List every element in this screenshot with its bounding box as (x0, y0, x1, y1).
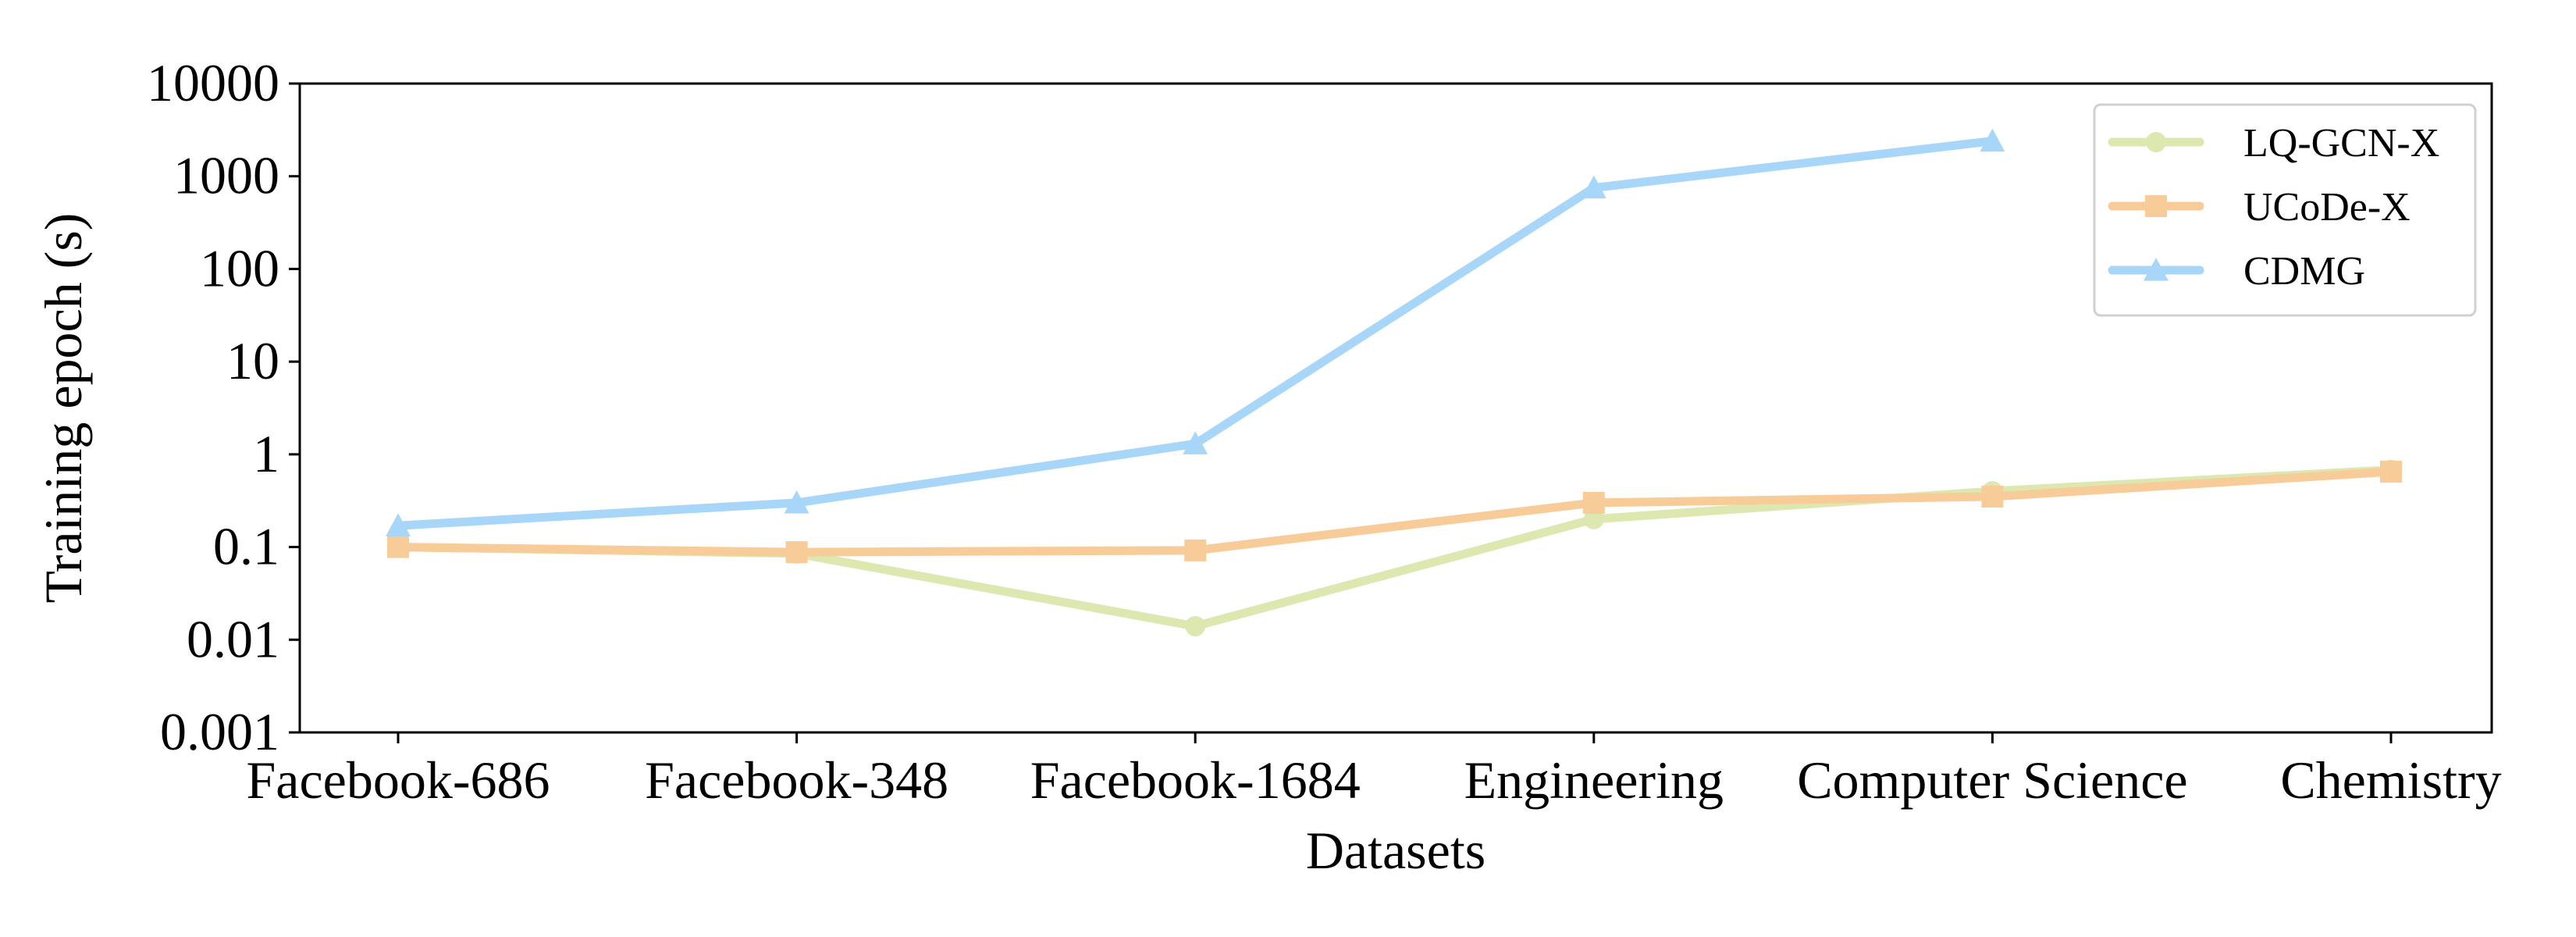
data-point (785, 541, 808, 564)
x-tick-label: Chemistry (2280, 750, 2501, 810)
data-point (1980, 128, 2005, 152)
x-axis-title: Datasets (1306, 821, 1485, 880)
y-axis-title: Training epoch (s) (34, 213, 93, 604)
y-tick-label: 1000 (173, 146, 279, 205)
data-point (1581, 175, 1606, 199)
data-point (1981, 485, 2004, 508)
legend-item: UCoDe-X (2108, 185, 2411, 230)
data-point (387, 536, 409, 558)
legend-marker (2145, 195, 2167, 217)
legend-label: UCoDe-X (2243, 185, 2411, 230)
legend-item: CDMG (2108, 249, 2365, 294)
legend-label: CDMG (2243, 249, 2365, 294)
data-point (1184, 539, 1207, 561)
y-tick-label: 10000 (147, 53, 279, 112)
legend-item: LQ-GCN-X (2108, 121, 2439, 166)
data-point (784, 490, 809, 514)
data-point (1582, 491, 1605, 514)
y-tick-label: 0.001 (160, 702, 279, 761)
plot-frame (298, 82, 2493, 734)
y-tick-label: 100 (200, 238, 279, 297)
series-cdmg (386, 128, 2005, 536)
data-point (1183, 431, 1208, 454)
series-layer (386, 128, 2402, 636)
legend-marker (2144, 258, 2169, 281)
series-ucode-x (387, 461, 2402, 564)
y-tick-label: 10 (226, 331, 279, 390)
series-line (393, 137, 1997, 530)
legend: LQ-GCN-X UCoDe-X CDMG (2093, 103, 2477, 317)
y-tick-label: 1 (253, 424, 279, 483)
plot-border (298, 82, 2493, 734)
data-point (1185, 615, 1206, 636)
legend-box (2093, 103, 2477, 317)
x-tick-label: Computer Science (1797, 750, 2187, 810)
x-tick-label: Facebook-1684 (1030, 750, 1361, 810)
legend-label: LQ-GCN-X (2243, 121, 2439, 166)
data-point (1583, 508, 1604, 529)
x-tick-label: Engineering (1464, 750, 1724, 810)
series-line (393, 467, 2396, 557)
x-tick-label: Facebook-348 (645, 750, 948, 810)
data-point (2380, 461, 2402, 483)
y-tick-label: 0.01 (187, 609, 279, 668)
y-tick-label: 0.1 (213, 517, 279, 576)
x-tick-label: Facebook-686 (246, 750, 550, 810)
legend-marker (2146, 132, 2166, 152)
data-point (386, 513, 411, 536)
ticks-layer: 0.001 0.01 0.1 1 10 100 1000 10000 Facebook-686 F… (147, 53, 2502, 810)
